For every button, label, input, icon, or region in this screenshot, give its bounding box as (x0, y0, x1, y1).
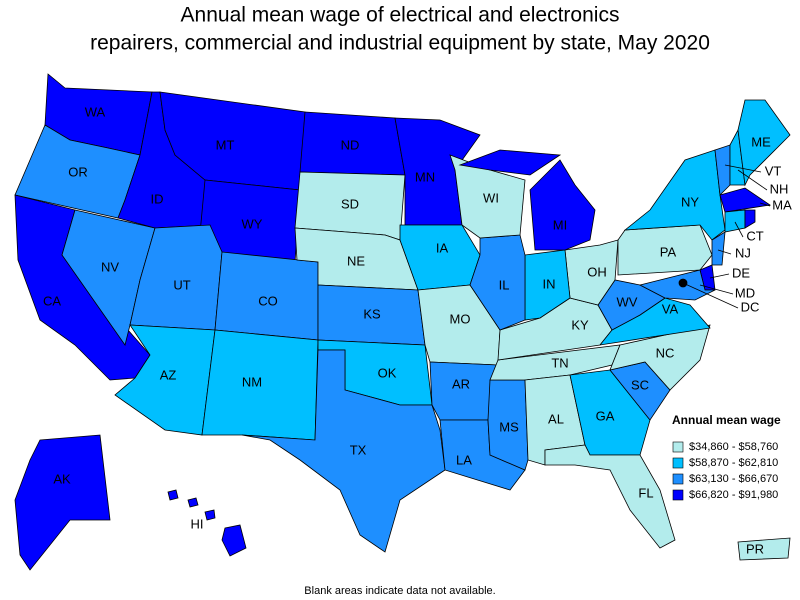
state-label: OH (587, 264, 607, 279)
state (469, 234, 526, 331)
state-label: NE (347, 253, 365, 268)
state (241, 349, 446, 553)
state (609, 324, 711, 391)
states (14, 73, 791, 571)
legend: $34,860 - $58,760 $58,870 - $62,810 $63,13… (672, 441, 778, 501)
state-label: SC (631, 377, 649, 392)
state (529, 159, 596, 251)
state-label: OR (68, 164, 88, 179)
state-label: UT (173, 277, 190, 292)
leader-line (734, 221, 744, 238)
state-label: MD (735, 285, 755, 300)
state-label: SD (341, 196, 359, 211)
state-label: NM (242, 374, 262, 389)
state-label: ID (151, 191, 164, 206)
state-label: LA (456, 452, 472, 467)
state-label: AZ (160, 367, 177, 382)
legend-label: $66,820 - $91,980 (689, 489, 778, 501)
state-label: MT (216, 137, 235, 152)
leader-line (699, 284, 734, 295)
leader-line (717, 249, 732, 255)
state (719, 187, 772, 213)
state (711, 231, 726, 266)
state (623, 149, 726, 241)
state (724, 209, 746, 233)
state-label: TN (551, 355, 568, 370)
title: Annual mean wage of electrical and elect… (181, 4, 620, 27)
state-label: KS (363, 306, 381, 321)
state-label: AK (53, 471, 71, 486)
state-label: IA (436, 240, 449, 255)
state-label: ME (751, 134, 771, 149)
state-label: KY (571, 317, 589, 332)
state-label: MI (553, 217, 567, 232)
state (458, 149, 562, 176)
state-label: NJ (735, 245, 751, 260)
legend-label: $63,130 - $66,670 (689, 473, 778, 485)
state-label: WI (483, 190, 499, 205)
state-label: WV (617, 294, 638, 309)
state-label: MA (772, 197, 792, 212)
state (449, 154, 526, 239)
legend-swatch (672, 489, 684, 501)
state-label: NH (770, 181, 789, 196)
state (737, 99, 791, 187)
state-label: TX (350, 442, 367, 457)
state (187, 497, 199, 508)
state-label: FL (638, 485, 653, 500)
leader-line (709, 273, 730, 279)
state (638, 269, 716, 301)
state-label: MN (415, 169, 435, 184)
state-label: DC (741, 299, 760, 314)
state-label: CA (43, 293, 61, 308)
state-label: CO (258, 293, 278, 308)
leader-line (737, 169, 768, 191)
state-label: WY (242, 216, 263, 231)
state (544, 444, 676, 549)
leader-line (759, 202, 771, 207)
leader-line (682, 282, 739, 309)
title: repairers, commercial and industrial equ… (90, 32, 710, 55)
state-label: OK (378, 365, 397, 380)
state-label: PR (746, 541, 764, 556)
state (737, 537, 791, 561)
state-label: NV (101, 259, 119, 274)
state-label: MS (499, 419, 519, 434)
state-label: IN (543, 276, 556, 291)
legend-label: $34,860 - $58,760 (689, 441, 778, 453)
legend-label: $58,870 - $62,810 (689, 457, 778, 469)
state-labels: WA OR CA NV ID MT WY UT AZ CO NM ND SD NE KS OK TX MN IA MO… (43, 104, 792, 556)
legend-title: Annual mean wage (672, 413, 781, 427)
state-label: GA (596, 408, 615, 423)
state-label: HI (191, 516, 204, 531)
legend-swatch (672, 457, 684, 469)
state-label: IL (499, 277, 510, 292)
state (744, 209, 756, 229)
state-label: NY (681, 194, 699, 209)
state-label: AR (452, 376, 470, 391)
state (167, 489, 179, 501)
state (14, 434, 111, 571)
leader-line (724, 164, 762, 173)
state (221, 524, 247, 557)
state-label: MO (450, 311, 471, 326)
state-label: DE (732, 265, 750, 280)
state-label: AL (548, 411, 564, 426)
state-label: VT (765, 163, 782, 178)
legend-swatch (672, 441, 684, 453)
legend-swatch (672, 473, 684, 485)
state-label: NC (656, 345, 675, 360)
state-label: WA (85, 104, 106, 119)
footnote: Blank areas indicate data not available. (304, 585, 495, 597)
state-label: VA (662, 301, 679, 316)
state-label: PA (660, 244, 677, 259)
state-label: ND (341, 137, 360, 152)
state-label: CT (746, 228, 763, 243)
state (204, 509, 216, 521)
